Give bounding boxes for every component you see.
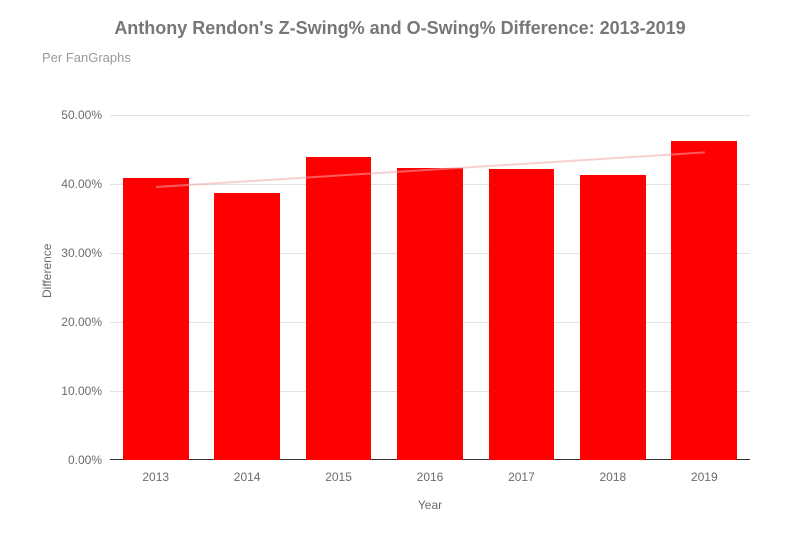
y-tick-label: 50.00% xyxy=(61,108,102,122)
bar xyxy=(397,168,463,460)
bar xyxy=(214,193,280,460)
bar xyxy=(306,157,372,460)
x-tick-label: 2016 xyxy=(417,470,444,484)
x-tick-label: 2018 xyxy=(599,470,626,484)
chart-container: Anthony Rendon's Z-Swing% and O-Swing% D… xyxy=(0,0,800,533)
x-axis-title: Year xyxy=(418,498,442,512)
x-tick-label: 2014 xyxy=(234,470,261,484)
bar xyxy=(671,141,737,460)
y-axis-title: Difference xyxy=(40,244,54,298)
y-tick-label: 0.00% xyxy=(68,453,102,467)
y-tick-label: 10.00% xyxy=(61,384,102,398)
y-tick-label: 20.00% xyxy=(61,315,102,329)
bar xyxy=(489,169,555,460)
bar xyxy=(580,175,646,460)
plot-area: 0.00%10.00%20.00%30.00%40.00%50.00%20132… xyxy=(110,80,750,460)
y-tick-label: 30.00% xyxy=(61,246,102,260)
x-tick-label: 2015 xyxy=(325,470,352,484)
chart-title: Anthony Rendon's Z-Swing% and O-Swing% D… xyxy=(0,18,800,39)
x-tick-label: 2017 xyxy=(508,470,535,484)
y-gridline xyxy=(110,115,750,116)
x-tick-label: 2019 xyxy=(691,470,718,484)
y-tick-label: 40.00% xyxy=(61,177,102,191)
bar xyxy=(123,178,189,460)
x-tick-label: 2013 xyxy=(142,470,169,484)
chart-subtitle: Per FanGraphs xyxy=(42,50,131,65)
